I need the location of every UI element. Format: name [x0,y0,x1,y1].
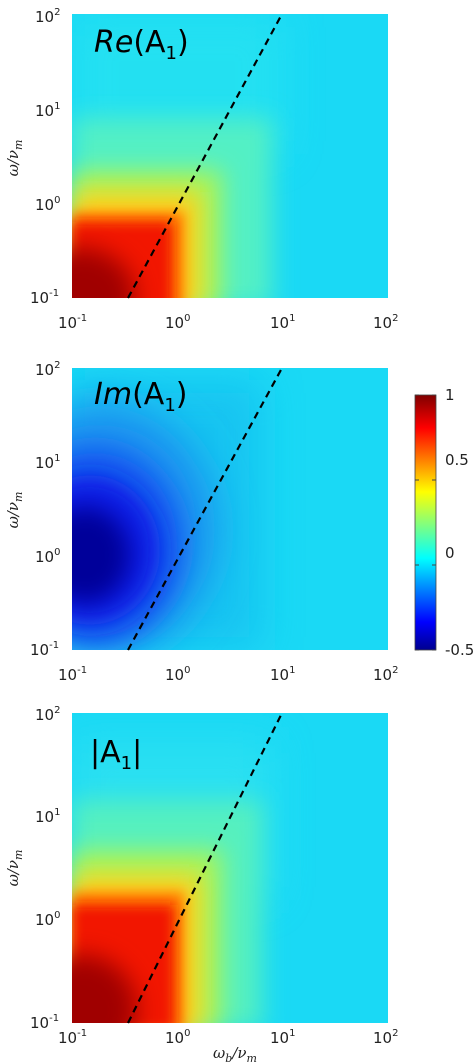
x-tick-label: 100 [165,313,190,332]
colorbar-gradient [414,394,437,651]
x-ticks-1: 10-1 100 101 102 [58,313,398,332]
panel-title-3: |A1| [90,735,142,774]
y-tick-label: 10-1 [30,288,59,307]
y-ticks-2: 10-1 100 101 102 [30,360,60,659]
x-tick-label: 102 [373,313,398,332]
panel-re-a1: Re(A1) 10-1 100 101 102 10-1 100 101 102… [4,7,398,332]
panel-abs-a1: |A1| 10-1 100 101 102 10-1 100 101 102 ω… [4,705,398,1062]
x-tick-label: 10-1 [58,313,87,332]
y-tick-label: 100 [35,195,60,214]
y-tick-label: 102 [35,705,60,724]
heatmap-im-a1 [72,368,388,650]
x-tick-label: 101 [270,313,295,332]
y-axis-label-1: ω/νm [4,140,25,177]
reference-line-2 [127,367,283,651]
reference-line-3 [127,712,283,1024]
x-axis-label: ωb/νm [213,1044,257,1062]
heatmap-re-a1 [72,14,388,298]
y-tick-label: 10-1 [30,1013,59,1032]
colorbar-tick-marks [415,394,436,651]
y-tick-label: 101 [35,807,60,826]
reference-line-1 [127,13,283,299]
colorbar-tick-label: 1 [445,386,455,404]
x-tick-label: 100 [165,665,190,684]
panel-title-2: Im(A1) [94,377,187,416]
y-tick-label: 100 [35,910,60,929]
x-tick-label: 102 [373,665,398,684]
y-ticks-3: 10-1 100 101 102 [30,705,60,1032]
y-tick-label: 102 [35,360,60,379]
heatmap-abs-a1 [72,713,388,1023]
y-axis-label-3: ω/νm [4,850,25,887]
x-ticks-3: 10-1 100 101 102 [58,1028,398,1047]
panel-title-1: Re(A1) [94,25,189,64]
colorbar: 1 0.5 0 -0.5 [414,386,474,659]
y-axis-label-2: ω/νm [4,492,25,529]
y-tick-label: 10-1 [30,640,59,659]
panel-im-a1: Im(A1) 10-1 100 101 102 10-1 100 101 102… [4,360,474,684]
x-tick-label: 101 [270,665,295,684]
colorbar-tick-label: 0.5 [445,451,469,469]
x-tick-label: 101 [270,1028,295,1047]
colorbar-tick-label: 0 [445,544,455,562]
y-tick-label: 102 [35,7,60,26]
x-tick-label: 102 [373,1028,398,1047]
x-tick-label: 100 [165,1028,190,1047]
y-ticks-1: 10-1 100 101 102 [30,7,60,307]
colorbar-tick-label: -0.5 [445,641,474,659]
x-tick-label: 10-1 [58,1028,87,1047]
x-ticks-2: 10-1 100 101 102 [58,665,398,684]
y-tick-label: 101 [35,101,60,120]
y-tick-label: 100 [35,547,60,566]
x-tick-label: 10-1 [58,665,87,684]
y-tick-label: 101 [35,453,60,472]
